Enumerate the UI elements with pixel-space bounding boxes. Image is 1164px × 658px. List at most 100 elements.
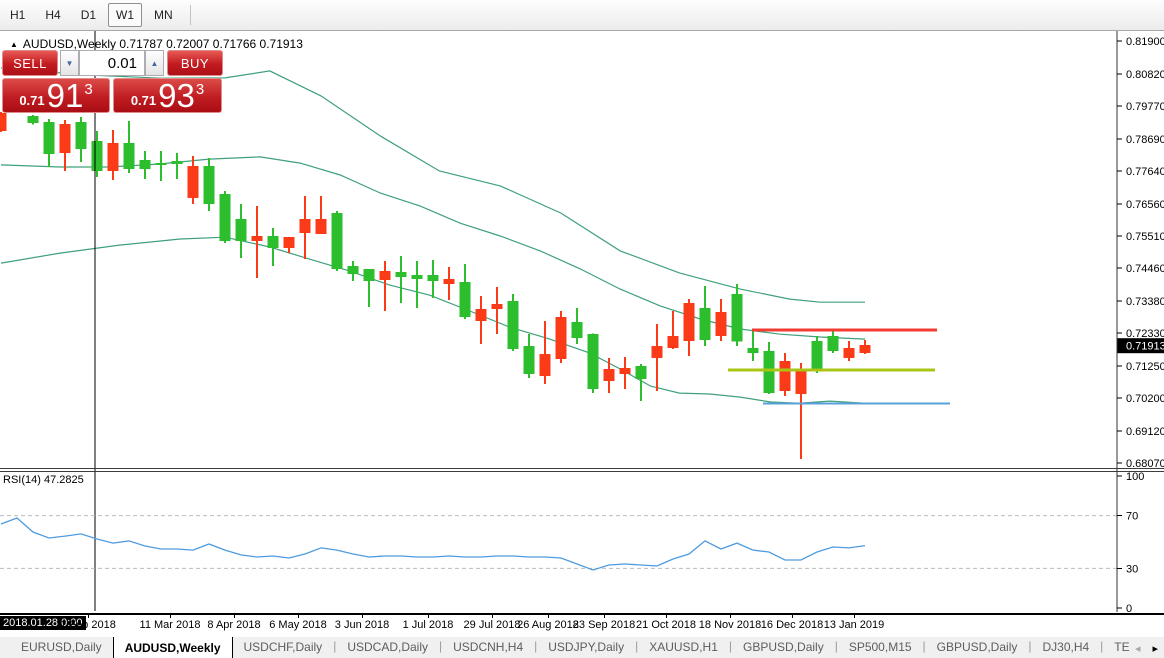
date-tick <box>666 615 667 618</box>
rsi-tick-label: 70 <box>1126 511 1138 523</box>
candle-body <box>171 160 183 164</box>
bid-big-digits: 91 <box>46 77 84 114</box>
chart-window[interactable]: ▲ AUDUSD,Weekly 0.71787 0.72007 0.71766 0… <box>0 31 1164 637</box>
date-tick <box>234 615 235 618</box>
sell-button[interactable]: SELL <box>2 50 58 76</box>
timeframe-button-mn[interactable]: MN <box>154 8 173 22</box>
candle-body <box>27 116 39 124</box>
current-price-badge <box>1117 338 1164 354</box>
rsi-tick-label: 30 <box>1126 563 1138 575</box>
candle-body <box>619 368 631 375</box>
timeframe-button-h4[interactable]: H4 <box>45 8 61 22</box>
candle-body <box>75 121 87 150</box>
chart-canvas: 0.81900 0.80820 0.79770 0.78690 0.77640 0.765… <box>0 31 1164 613</box>
tab-usdjpy-daily[interactable]: USDJPY,Daily <box>548 640 625 654</box>
candle-body <box>843 348 855 359</box>
candle-body <box>315 218 327 235</box>
date-label: 1 Feb 2018 <box>60 619 116 631</box>
tab-xauusd-h1[interactable]: XAUUSD,H1 <box>649 640 718 654</box>
candle-body <box>715 312 727 337</box>
candle-body <box>507 301 519 350</box>
tab-usdcnh-h4[interactable]: USDCNH,H4 <box>453 640 524 654</box>
bid-pip-digit: 3 <box>84 80 93 98</box>
date-tick <box>604 615 605 618</box>
candle-body <box>459 282 471 318</box>
bid-price-box[interactable]: 0.71 91 3 <box>2 78 110 113</box>
date-axis[interactable]: 2018.01.28 0:00 1 Feb 2018 11 Mar 2018 8 A… <box>0 613 1164 637</box>
candle-body <box>0 113 7 131</box>
tab-separator: | <box>922 639 926 653</box>
tab-gbpusd-daily[interactable]: GBPUSD,Daily <box>936 640 1018 654</box>
tab-separator: | <box>728 639 733 653</box>
tab-sp500-m15[interactable]: SP500,M15 <box>848 640 912 654</box>
price-tick-label: 0.79770 <box>1126 101 1164 113</box>
rsi-line <box>0 517 866 571</box>
date-label: 8 Apr 2018 <box>207 619 261 631</box>
candle-body <box>203 166 215 204</box>
tab-audusd-weekly[interactable]: AUDUSD,Weekly <box>112 636 233 658</box>
date-label: 6 May 2018 <box>269 619 327 631</box>
candle-body <box>699 308 711 340</box>
candle-body <box>363 268 375 282</box>
candle-body <box>443 279 455 284</box>
ask-prefix: 0.71 <box>130 92 157 108</box>
tab-usdcad-daily[interactable]: USDCAD,Daily <box>347 640 428 654</box>
candle-body <box>379 271 391 280</box>
candle-body <box>827 336 839 352</box>
date-tick <box>548 615 549 618</box>
price-tick-label: 0.78690 <box>1126 134 1164 146</box>
timeframe-toolbar: H1 H4 D1 W1 MN <box>0 0 1164 31</box>
date-label: 26 Aug 2018 <box>517 619 579 631</box>
price-tick-label: 0.70200 <box>1126 393 1164 405</box>
tab-eurusd-daily[interactable]: EURUSD,Daily <box>21 640 102 654</box>
tab-dj30-h4[interactable]: DJ30,H4 <box>1042 640 1090 654</box>
date-label: 29 Jul 2018 <box>463 619 521 631</box>
tab-usdchf-daily[interactable]: USDCHF,Daily <box>243 640 323 654</box>
price-tick-label: 0.75510 <box>1126 231 1164 243</box>
bollinger-middle-band <box>0 156 866 340</box>
candle-body <box>491 304 503 309</box>
timeframe-button-h1[interactable]: H1 <box>10 8 26 22</box>
tab-scroll-arrows: ◂ ▸ <box>1128 636 1164 658</box>
candle-body <box>603 369 615 381</box>
price-tick-label: 0.74460 <box>1126 263 1164 275</box>
timeframe-button-d1[interactable]: D1 <box>80 8 97 22</box>
chart-title-text: AUDUSD,Weekly 0.71787 0.72007 0.71766 0.… <box>22 37 303 51</box>
chart-title: ▲ AUDUSD,Weekly 0.71787 0.72007 0.71766 0… <box>10 37 303 51</box>
price-tick-label: 0.68070 <box>1126 458 1164 470</box>
lot-size-input[interactable] <box>79 50 145 76</box>
candle-body <box>235 218 247 242</box>
tab-separator: | <box>439 639 443 653</box>
date-label: 13 Jan 2019 <box>823 619 885 631</box>
candle-body <box>667 336 679 348</box>
candle-body <box>187 166 199 199</box>
date-tick <box>492 615 493 618</box>
lot-decrease-button[interactable]: ▼ <box>60 50 79 76</box>
ask-price-box[interactable]: 0.71 93 3 <box>113 78 222 113</box>
lot-increase-button[interactable]: ▲ <box>145 50 164 76</box>
candle-body <box>539 354 551 377</box>
price-tick-label: 0.72330 <box>1126 328 1164 340</box>
candle-body <box>795 369 807 394</box>
date-tick <box>298 615 299 618</box>
tab-gbpusd-daily[interactable]: GBPUSD,Daily <box>743 640 824 654</box>
tab-scroll-left-icon[interactable]: ◂ <box>1134 642 1141 655</box>
expand-icon[interactable]: ▲ <box>10 40 18 49</box>
candle-body <box>731 294 743 342</box>
crosshair-date-badge: 2018.01.28 0:00 <box>0 616 86 630</box>
buy-button[interactable]: BUY <box>167 50 223 76</box>
rsi-tick-label: 0 <box>1126 603 1132 613</box>
timeframe-button-w1[interactable]: W1 <box>108 3 143 27</box>
price-tick-label: 0.76560 <box>1126 199 1164 211</box>
tab-separator: | <box>635 639 639 653</box>
candle-body <box>347 265 359 275</box>
price-tick-label: 0.69120 <box>1126 426 1164 438</box>
candle-body <box>475 308 487 322</box>
candle-body <box>107 142 119 171</box>
date-label: 18 Nov 2018 <box>698 619 762 631</box>
tab-scroll-right-icon[interactable]: ▸ <box>1152 642 1158 655</box>
tab-separator: | <box>834 639 838 653</box>
price-tick-label: 0.80820 <box>1126 69 1164 81</box>
price-tick-label: 0.77640 <box>1126 166 1164 178</box>
candle-body <box>91 141 103 171</box>
